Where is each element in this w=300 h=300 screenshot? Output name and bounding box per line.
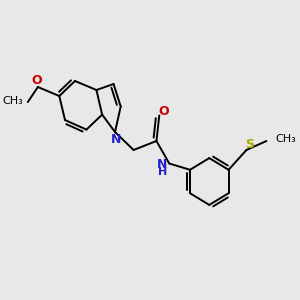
Text: O: O <box>158 105 169 119</box>
Text: CH₃: CH₃ <box>2 95 23 106</box>
Text: N: N <box>111 133 122 146</box>
Text: H: H <box>158 167 167 177</box>
Text: CH₃: CH₃ <box>275 134 296 145</box>
Text: N: N <box>157 158 167 172</box>
Text: O: O <box>31 74 42 87</box>
Text: S: S <box>245 138 254 151</box>
